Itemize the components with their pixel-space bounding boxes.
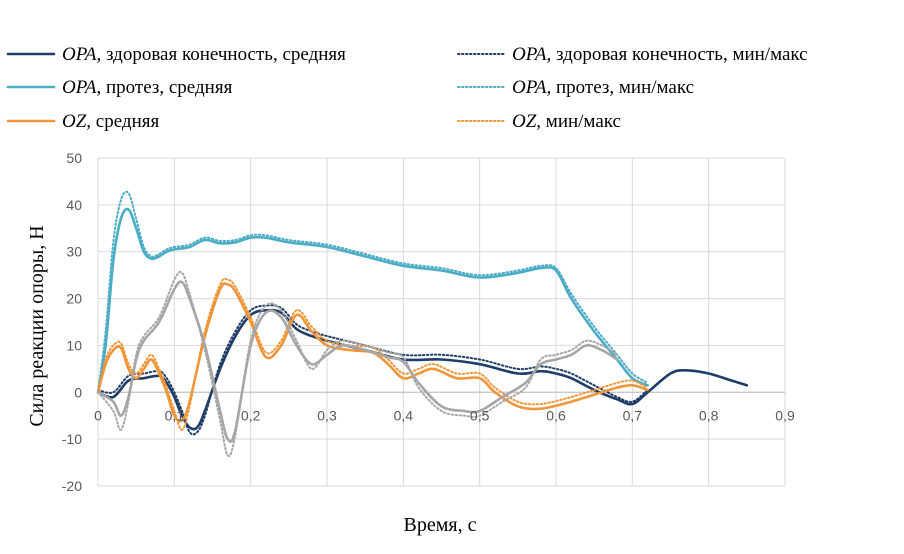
x-tick-label: 0,7 xyxy=(623,407,643,423)
x-tick-label: 0,2 xyxy=(241,407,261,423)
series-line-oz_avg xyxy=(96,282,649,423)
x-tick-label: 0,3 xyxy=(317,407,337,423)
legend-label: OPA, здоровая конечность, средняя xyxy=(62,44,346,65)
y-tick-label: -10 xyxy=(62,431,82,447)
x-tick-label: 0,8 xyxy=(699,407,719,423)
legend-label: OPA, протез, средняя xyxy=(62,77,233,98)
legend-label: OZ, средняя xyxy=(62,111,159,132)
legend-item-oz_avg: OZ, средняя xyxy=(6,111,159,132)
chart-grid xyxy=(97,157,786,487)
x-tick-label: 0,6 xyxy=(546,407,566,423)
series-line-opa_healthy_avg xyxy=(96,308,749,431)
legend-item-opa_prosthesis_avg: OPA, протез, средняя xyxy=(6,77,233,98)
legend-label: OPA, протез, мин/макс xyxy=(512,77,694,98)
x-tick-label: 0,9 xyxy=(775,407,795,423)
chart-ticks: 0 0,1 0,2 0,3 0,4 0,5 0,6 0,7 0,8 0,9 -20 -10 0 10 20 3… xyxy=(62,150,795,494)
y-tick-label: 0 xyxy=(74,384,82,400)
x-tick-label: 0,1 xyxy=(165,407,185,423)
y-tick-label: 20 xyxy=(66,291,82,307)
chart-legend: OPA, здоровая конечность, средняя OPA, пр… xyxy=(6,44,808,132)
series-line-gray_minmax xyxy=(97,270,619,458)
legend-label: OZ, мин/макс xyxy=(512,111,621,132)
legend-item-oz_minmax: OZ, мин/макс xyxy=(457,111,621,132)
series-line-opa_prosthesis_minmax xyxy=(97,190,649,394)
series-line-opa_prosthesis_avg xyxy=(96,207,649,394)
y-tick-label: 10 xyxy=(66,337,82,353)
y-tick-label: -20 xyxy=(62,478,82,494)
legend-label: OPA, здоровая конечность, мин/макс xyxy=(512,44,808,65)
y-tick-label: 50 xyxy=(66,150,82,166)
chart-series xyxy=(96,190,749,458)
y-tick-label: 30 xyxy=(66,244,82,260)
x-tick-label: 0 xyxy=(94,407,102,423)
legend-item-opa_healthy_minmax: OPA, здоровая конечность, мин/макс xyxy=(457,44,808,65)
series-line-opa_healthy_minmax xyxy=(97,304,649,436)
x-tick-label: 0,4 xyxy=(394,407,414,423)
x-axis-title: Время, с xyxy=(404,514,477,536)
legend-item-opa_healthy_avg: OPA, здоровая конечность, средняя xyxy=(6,44,346,65)
x-tick-label: 0,5 xyxy=(470,407,490,423)
legend-item-opa_prosthesis_minmax: OPA, протез, мин/макс xyxy=(457,77,694,98)
y-axis-title: Сила реакции опоры, Н xyxy=(26,225,48,426)
y-tick-label: 40 xyxy=(66,197,82,213)
